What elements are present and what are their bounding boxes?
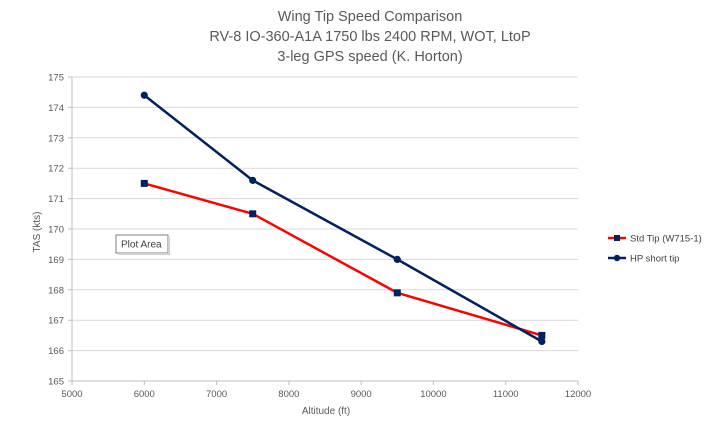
tooltip-text: Plot Area xyxy=(121,240,162,251)
y-tick-label-170: 170 xyxy=(48,225,64,236)
x-tick-label-11000: 11000 xyxy=(493,389,519,400)
y-tick-label-169: 169 xyxy=(48,255,64,266)
y-tick-label-174: 174 xyxy=(48,103,64,114)
legend-swatch-marker-1 xyxy=(613,254,621,262)
series-line-0[interactable] xyxy=(143,182,543,337)
y-tick-label-173: 173 xyxy=(48,133,64,144)
legend-label-1: HP short tip xyxy=(630,254,679,265)
x-axis-tick-labels: 5000 6000 7000 8000 9000 10000 11000 12000 xyxy=(61,389,591,400)
chart-title-line-1: Wing Tip Speed Comparison xyxy=(278,9,463,25)
y-axis-title: TAS (kts) xyxy=(32,212,43,253)
legend-label-0: Std Tip (W715-1) xyxy=(630,234,702,245)
y-tick-label-167: 167 xyxy=(48,316,64,327)
tooltip-shadow-bottom xyxy=(118,253,170,255)
y-tick-label-168: 168 xyxy=(48,285,64,296)
plot-area-tooltip: Plot Area xyxy=(115,234,170,255)
axes xyxy=(68,76,579,385)
series-0 xyxy=(140,179,546,339)
x-tick-label-7000: 7000 xyxy=(206,389,227,400)
y-tick-label-165: 165 xyxy=(48,377,64,388)
data-point-s1-1[interactable] xyxy=(249,176,257,184)
y-tick-label-172: 172 xyxy=(48,164,64,175)
data-point-s1-3[interactable] xyxy=(538,337,546,346)
data-point-s1-2[interactable] xyxy=(393,255,401,263)
legend-item-1[interactable]: HP short tip xyxy=(608,254,679,265)
x-tick-label-9000: 9000 xyxy=(351,389,372,400)
x-tick-label-5000: 5000 xyxy=(61,389,82,400)
data-point-s1-0[interactable] xyxy=(140,91,148,99)
y-axis-tick-labels: 165 166 167 168 169 170 171 172 173 174 175 xyxy=(48,73,64,388)
y-tick-label-175: 175 xyxy=(48,73,64,84)
x-tick-label-10000: 10000 xyxy=(420,389,446,400)
series-1 xyxy=(140,91,546,346)
legend-swatch-marker-0 xyxy=(614,235,620,241)
x-tick-label-6000: 6000 xyxy=(134,389,155,400)
x-axis-title: Altitude (ft) xyxy=(302,406,350,417)
y-tick-label-171: 171 xyxy=(48,194,64,205)
chart-title-line-2: RV-8 IO-360-A1A 1750 lbs 2400 RPM, WOT, … xyxy=(209,29,530,45)
x-tick-label-12000: 12000 xyxy=(565,389,591,400)
series-layer xyxy=(140,91,546,346)
chart-title-line-3: 3-leg GPS speed (K. Horton) xyxy=(277,49,462,65)
series-line-1[interactable] xyxy=(143,94,543,343)
x-tick-label-8000: 8000 xyxy=(278,389,299,400)
y-tick-label-166: 166 xyxy=(48,346,64,357)
tooltip-shadow-right xyxy=(168,237,170,255)
legend-item-0[interactable]: Std Tip (W715-1) xyxy=(608,234,702,245)
data-point-s0-0[interactable] xyxy=(140,179,148,187)
data-point-s0-3[interactable] xyxy=(538,331,546,339)
legend[interactable]: Std Tip (W715-1) HP short tip xyxy=(608,234,702,265)
chart-title: Wing Tip Speed Comparison RV-8 IO-360-A1… xyxy=(209,9,530,65)
data-point-s0-1[interactable] xyxy=(249,210,257,218)
plot-area[interactable] xyxy=(68,76,579,385)
data-point-s0-2[interactable] xyxy=(393,289,401,297)
